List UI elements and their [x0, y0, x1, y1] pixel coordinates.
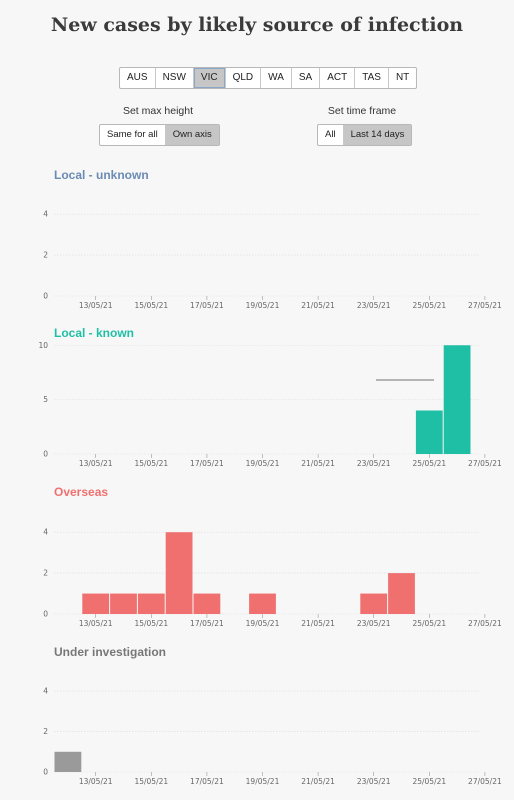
x-tick-label: 25/05/21: [412, 459, 446, 468]
y-tick-label: 4: [43, 210, 48, 219]
state-button-aus[interactable]: AUS: [120, 68, 156, 88]
x-tick-label: 23/05/21: [357, 619, 391, 628]
time-frame-toggle: All Last 14 days: [317, 124, 413, 146]
x-tick-label: 13/05/21: [79, 619, 113, 628]
chart-local-unknown: 0 2 4 13/05/21 15/05/21 17/05/21 19/05/21 21/05…: [43, 210, 502, 310]
y-tick-label: 0: [43, 768, 48, 777]
state-button-sa[interactable]: SA: [292, 68, 321, 88]
x-tick-label: 15/05/21: [134, 619, 168, 628]
x-tick-label: 23/05/21: [357, 777, 391, 786]
x-tick-label: 19/05/21: [246, 301, 280, 310]
x-tick-label: 17/05/21: [190, 301, 224, 310]
bar-12/05/21: [54, 751, 82, 772]
panel-title-local-known: Local - known: [54, 326, 135, 340]
chart-under-investigation: 0 2 4 13/05/21 15/05/21 17/05/21 19/05/21 21/05…: [43, 687, 502, 786]
bar-17/05/21: [193, 593, 221, 614]
y-tick-label: 0: [43, 292, 48, 301]
x-tick-label: 23/05/21: [357, 301, 391, 310]
state-button-qld[interactable]: QLD: [226, 68, 262, 88]
x-tick-label: 15/05/21: [134, 301, 168, 310]
same-for-all-button[interactable]: Same for all: [107, 129, 158, 140]
bar-13/05/21: [82, 593, 110, 614]
max-height-label: Set max height: [122, 105, 194, 117]
y-tick-label: 0: [43, 610, 48, 619]
bar-25/05/21: [415, 410, 443, 454]
chart-overseas: 0 2 4 13/05/21 15/05/21 17/05/21 19/05/21 21/05…: [43, 528, 502, 628]
bar-15/05/21: [137, 593, 165, 614]
all-time-button[interactable]: All: [325, 129, 336, 140]
bar-24/05/21: [388, 573, 415, 614]
state-button-wa[interactable]: WA: [261, 68, 292, 88]
x-tick-label: 19/05/21: [246, 459, 280, 468]
max-height-toggle: Same for all Own axis: [99, 124, 220, 146]
time-frame-label: Set time frame: [327, 105, 397, 117]
x-tick-label: 15/05/21: [134, 777, 168, 786]
x-tick-label: 19/05/21: [246, 619, 280, 628]
own-axis-button[interactable]: Own axis: [164, 125, 219, 145]
x-tick-label: 13/05/21: [79, 777, 113, 786]
bar-19/05/21: [249, 593, 276, 614]
state-button-tas[interactable]: TAS: [355, 68, 389, 88]
x-tick-label: 27/05/21: [468, 777, 502, 786]
x-tick-label: 27/05/21: [468, 619, 502, 628]
x-tick-label: 17/05/21: [190, 459, 224, 468]
state-button-vic[interactable]: VIC: [193, 68, 226, 88]
x-tick-label: 21/05/21: [301, 619, 335, 628]
y-tick-label: 4: [43, 687, 48, 696]
y-tick-label: 5: [43, 395, 48, 404]
x-tick-label: 21/05/21: [301, 301, 335, 310]
x-tick-label: 21/05/21: [301, 459, 335, 468]
x-tick-label: 19/05/21: [246, 777, 280, 786]
bar-14/05/21: [110, 593, 137, 614]
x-tick-label: 13/05/21: [79, 459, 113, 468]
bar-23/05/21: [360, 593, 388, 614]
state-button-nsw[interactable]: NSW: [156, 68, 194, 88]
state-button-nt[interactable]: NT: [395, 72, 410, 83]
page-title: New cases by likely source of infection: [50, 14, 464, 36]
y-tick-label: 10: [38, 341, 48, 350]
x-tick-label: 21/05/21: [301, 777, 335, 786]
state-button-act[interactable]: ACT: [320, 68, 356, 88]
bar-16/05/21: [165, 532, 193, 614]
state-selector: AUS NSW VIC QLD WA SA ACT TAS NT: [119, 67, 418, 89]
y-tick-label: 2: [43, 251, 48, 260]
y-tick-label: 2: [43, 569, 48, 578]
bar-26/05/21: [443, 345, 471, 454]
x-tick-label: 17/05/21: [190, 777, 224, 786]
x-tick-label: 25/05/21: [412, 619, 446, 628]
x-tick-label: 15/05/21: [134, 459, 168, 468]
x-tick-label: 23/05/21: [357, 459, 391, 468]
x-tick-label: 27/05/21: [468, 301, 502, 310]
x-tick-label: 25/05/21: [412, 777, 446, 786]
x-tick-label: 25/05/21: [412, 301, 446, 310]
chart-local-known: 0 5 10 13/05/21 15/05/21 17/05/21 19/05/21 21/0…: [38, 341, 502, 468]
x-tick-label: 17/05/21: [190, 619, 224, 628]
x-tick-label: 27/05/21: [468, 459, 502, 468]
panel-title-under-investigation: Under investigation: [54, 645, 167, 659]
y-tick-label: 0: [43, 450, 48, 459]
y-tick-label: 4: [43, 528, 48, 537]
panel-title-overseas: Overseas: [54, 485, 109, 499]
last-14-days-button[interactable]: Last 14 days: [342, 125, 412, 145]
panel-title-local-unknown: Local - unknown: [54, 168, 149, 182]
x-tick-label: 13/05/21: [79, 301, 113, 310]
y-tick-label: 2: [43, 727, 48, 736]
